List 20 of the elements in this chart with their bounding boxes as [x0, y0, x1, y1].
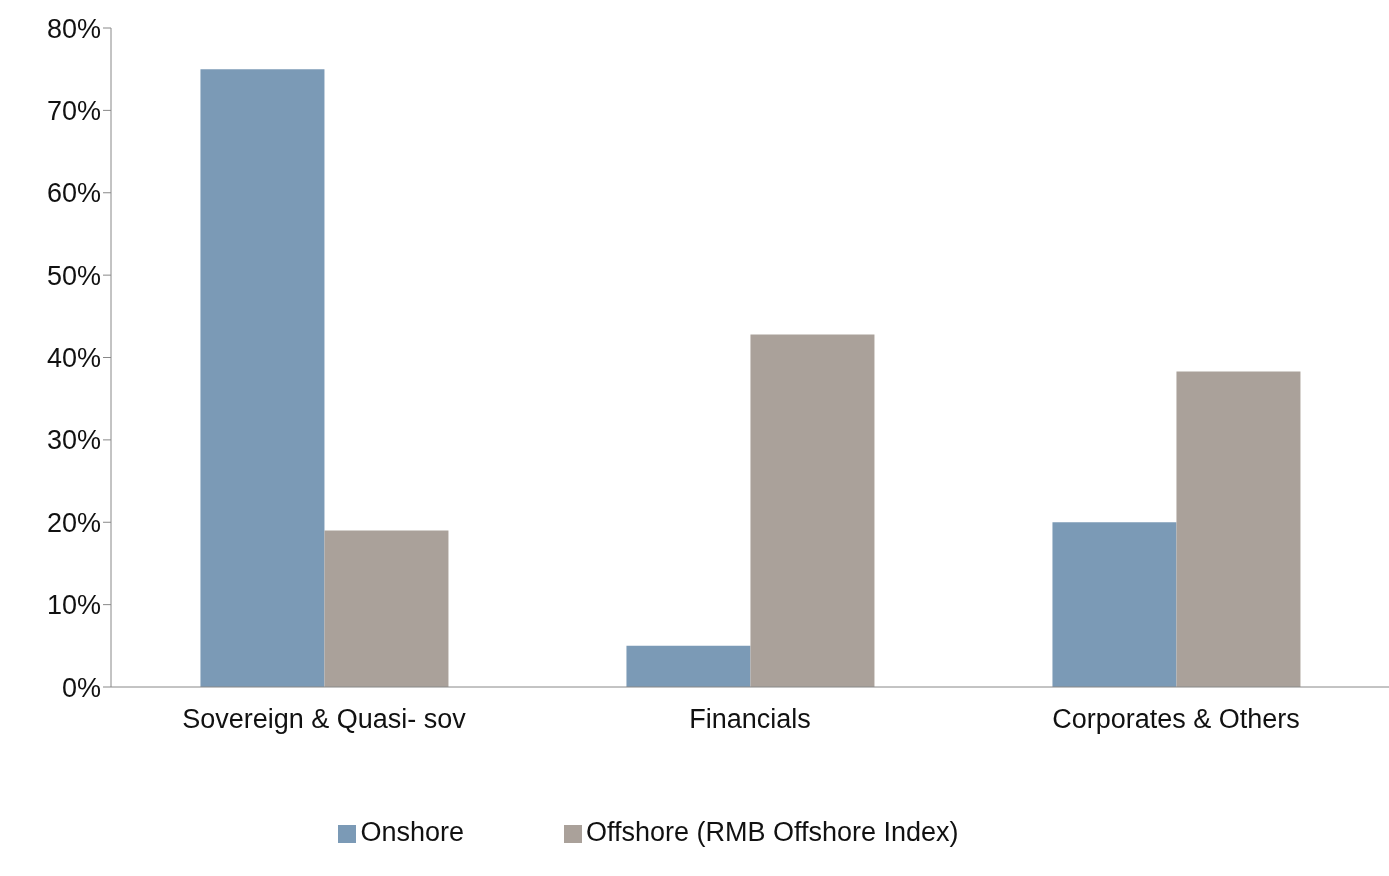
y-tick-label: 80%	[46, 13, 101, 44]
y-tick-label: 70%	[46, 95, 101, 126]
y-tick-label: 20%	[46, 507, 101, 538]
legend-label: Offshore (RMB Offshore Index)	[585, 817, 959, 847]
bar	[324, 530, 449, 687]
x-tick-label: Corporates & Others	[1052, 704, 1300, 735]
bar	[1052, 522, 1177, 687]
bar	[750, 334, 875, 687]
y-tick-label: 30%	[46, 425, 101, 456]
y-tick-label: 50%	[46, 260, 101, 291]
x-tick-label: Financials	[689, 704, 811, 735]
legend-label: Onshore	[360, 817, 464, 847]
bar	[626, 645, 751, 687]
bar	[200, 69, 325, 687]
y-tick-label: 60%	[46, 178, 101, 209]
bar	[1176, 371, 1301, 687]
y-tick-label: 10%	[46, 590, 101, 621]
y-tick-label: 40%	[46, 343, 101, 374]
y-tick-label: 0%	[61, 672, 101, 703]
x-tick-label: Sovereign & Quasi- sov	[182, 704, 467, 735]
